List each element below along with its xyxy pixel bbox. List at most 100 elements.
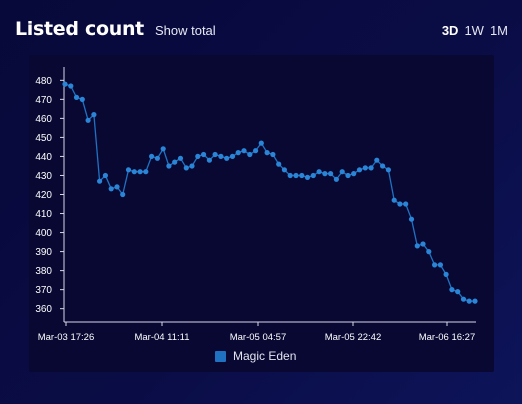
data-point[interactable] <box>195 153 201 159</box>
data-point[interactable] <box>102 172 108 179</box>
x-tick-label: Mar-05 04:57 <box>230 332 287 343</box>
data-point[interactable] <box>224 155 230 161</box>
data-point[interactable] <box>247 151 253 158</box>
data-point[interactable] <box>131 169 137 175</box>
data-point[interactable] <box>304 174 311 180</box>
data-point[interactable] <box>137 169 143 175</box>
data-point[interactable] <box>287 172 293 179</box>
y-tick-label: 470 <box>35 95 52 106</box>
data-point[interactable] <box>270 151 276 158</box>
data-point[interactable] <box>420 241 426 247</box>
y-tick-label: 480 <box>35 76 52 87</box>
chart-header: Listed count Show total <box>15 18 216 46</box>
data-point[interactable] <box>62 81 68 87</box>
data-point[interactable] <box>281 167 287 173</box>
show-total-toggle[interactable]: Show total <box>154 23 216 38</box>
data-point[interactable] <box>91 112 97 118</box>
data-point[interactable] <box>310 172 316 179</box>
data-point[interactable] <box>449 287 455 293</box>
data-point[interactable] <box>432 262 438 268</box>
data-point[interactable] <box>120 191 126 198</box>
data-point[interactable] <box>397 201 403 207</box>
x-tick-label: Mar-05 22:42 <box>325 332 382 343</box>
data-point[interactable] <box>322 171 328 177</box>
y-tick-label: 370 <box>35 285 52 296</box>
data-point[interactable] <box>472 298 478 304</box>
chart-panel <box>29 55 494 372</box>
data-point[interactable] <box>362 165 368 171</box>
data-point[interactable] <box>183 165 189 171</box>
data-point[interactable] <box>177 155 184 161</box>
y-tick-label: 400 <box>35 228 52 239</box>
data-point[interactable] <box>73 94 80 100</box>
data-point[interactable] <box>374 157 380 163</box>
data-point[interactable] <box>143 169 149 175</box>
range-1w-button[interactable]: 1W <box>464 23 484 38</box>
data-point[interactable] <box>212 151 218 158</box>
data-point[interactable] <box>466 298 472 304</box>
data-point[interactable] <box>333 176 339 182</box>
data-point[interactable] <box>166 163 172 169</box>
chart-axes: 360 370 380 390 400 410 420 430 440 450 460 470 480 M… <box>35 67 476 343</box>
data-point[interactable] <box>356 167 363 173</box>
data-point[interactable] <box>125 167 132 173</box>
data-point[interactable] <box>258 140 264 146</box>
data-point[interactable] <box>189 163 195 169</box>
y-tick-label: 360 <box>35 304 52 315</box>
data-point[interactable] <box>328 171 334 177</box>
data-point[interactable] <box>201 151 207 158</box>
data-point[interactable] <box>368 165 374 171</box>
y-tick-label: 380 <box>35 266 52 277</box>
data-point[interactable] <box>235 150 241 156</box>
y-tick-label: 450 <box>35 133 52 144</box>
data-point[interactable] <box>460 296 467 302</box>
data-point[interactable] <box>403 201 409 207</box>
data-point[interactable] <box>108 186 114 192</box>
data-point[interactable] <box>426 249 432 255</box>
data-point[interactable] <box>253 148 259 154</box>
data-point[interactable] <box>149 153 155 159</box>
data-point[interactable] <box>85 117 91 123</box>
data-point[interactable] <box>408 216 415 222</box>
y-tick-label: 460 <box>35 114 52 125</box>
data-point[interactable] <box>351 171 357 177</box>
series-magic-eden <box>62 81 478 304</box>
legend-swatch <box>215 350 226 362</box>
data-point[interactable] <box>264 150 270 156</box>
data-point[interactable] <box>380 163 386 169</box>
data-point[interactable] <box>79 96 85 102</box>
data-point[interactable] <box>437 262 443 268</box>
y-tick-label: 430 <box>35 171 52 182</box>
data-point[interactable] <box>455 289 461 295</box>
legend[interactable]: Magic Eden <box>215 349 296 363</box>
data-point[interactable] <box>345 172 351 179</box>
data-point[interactable] <box>154 155 160 161</box>
data-point[interactable] <box>172 159 178 165</box>
series-line <box>64 83 475 302</box>
x-tick-label: Mar-06 16:27 <box>419 332 476 343</box>
data-point[interactable] <box>68 83 74 89</box>
data-point[interactable] <box>414 243 420 249</box>
data-point[interactable] <box>316 169 322 175</box>
data-point[interactable] <box>229 153 236 159</box>
data-point[interactable] <box>218 153 224 159</box>
data-point[interactable] <box>391 197 397 203</box>
range-3d-button[interactable]: 3D <box>441 23 459 38</box>
data-point[interactable] <box>160 146 166 152</box>
data-point[interactable] <box>339 169 345 175</box>
data-point[interactable] <box>114 184 120 190</box>
data-point[interactable] <box>206 157 212 163</box>
data-point[interactable] <box>276 161 282 167</box>
range-1m-button[interactable]: 1M <box>489 23 508 38</box>
y-tick-label: 420 <box>35 190 52 201</box>
legend-label: Magic Eden <box>233 349 297 363</box>
data-point[interactable] <box>385 167 391 173</box>
data-point[interactable] <box>443 271 449 277</box>
x-tick-label: Mar-04 11:11 <box>134 332 189 343</box>
data-point[interactable] <box>299 172 305 179</box>
data-point[interactable] <box>241 148 247 154</box>
data-point[interactable] <box>97 178 103 184</box>
data-point[interactable] <box>293 172 299 179</box>
y-tick-label: 390 <box>35 247 52 258</box>
